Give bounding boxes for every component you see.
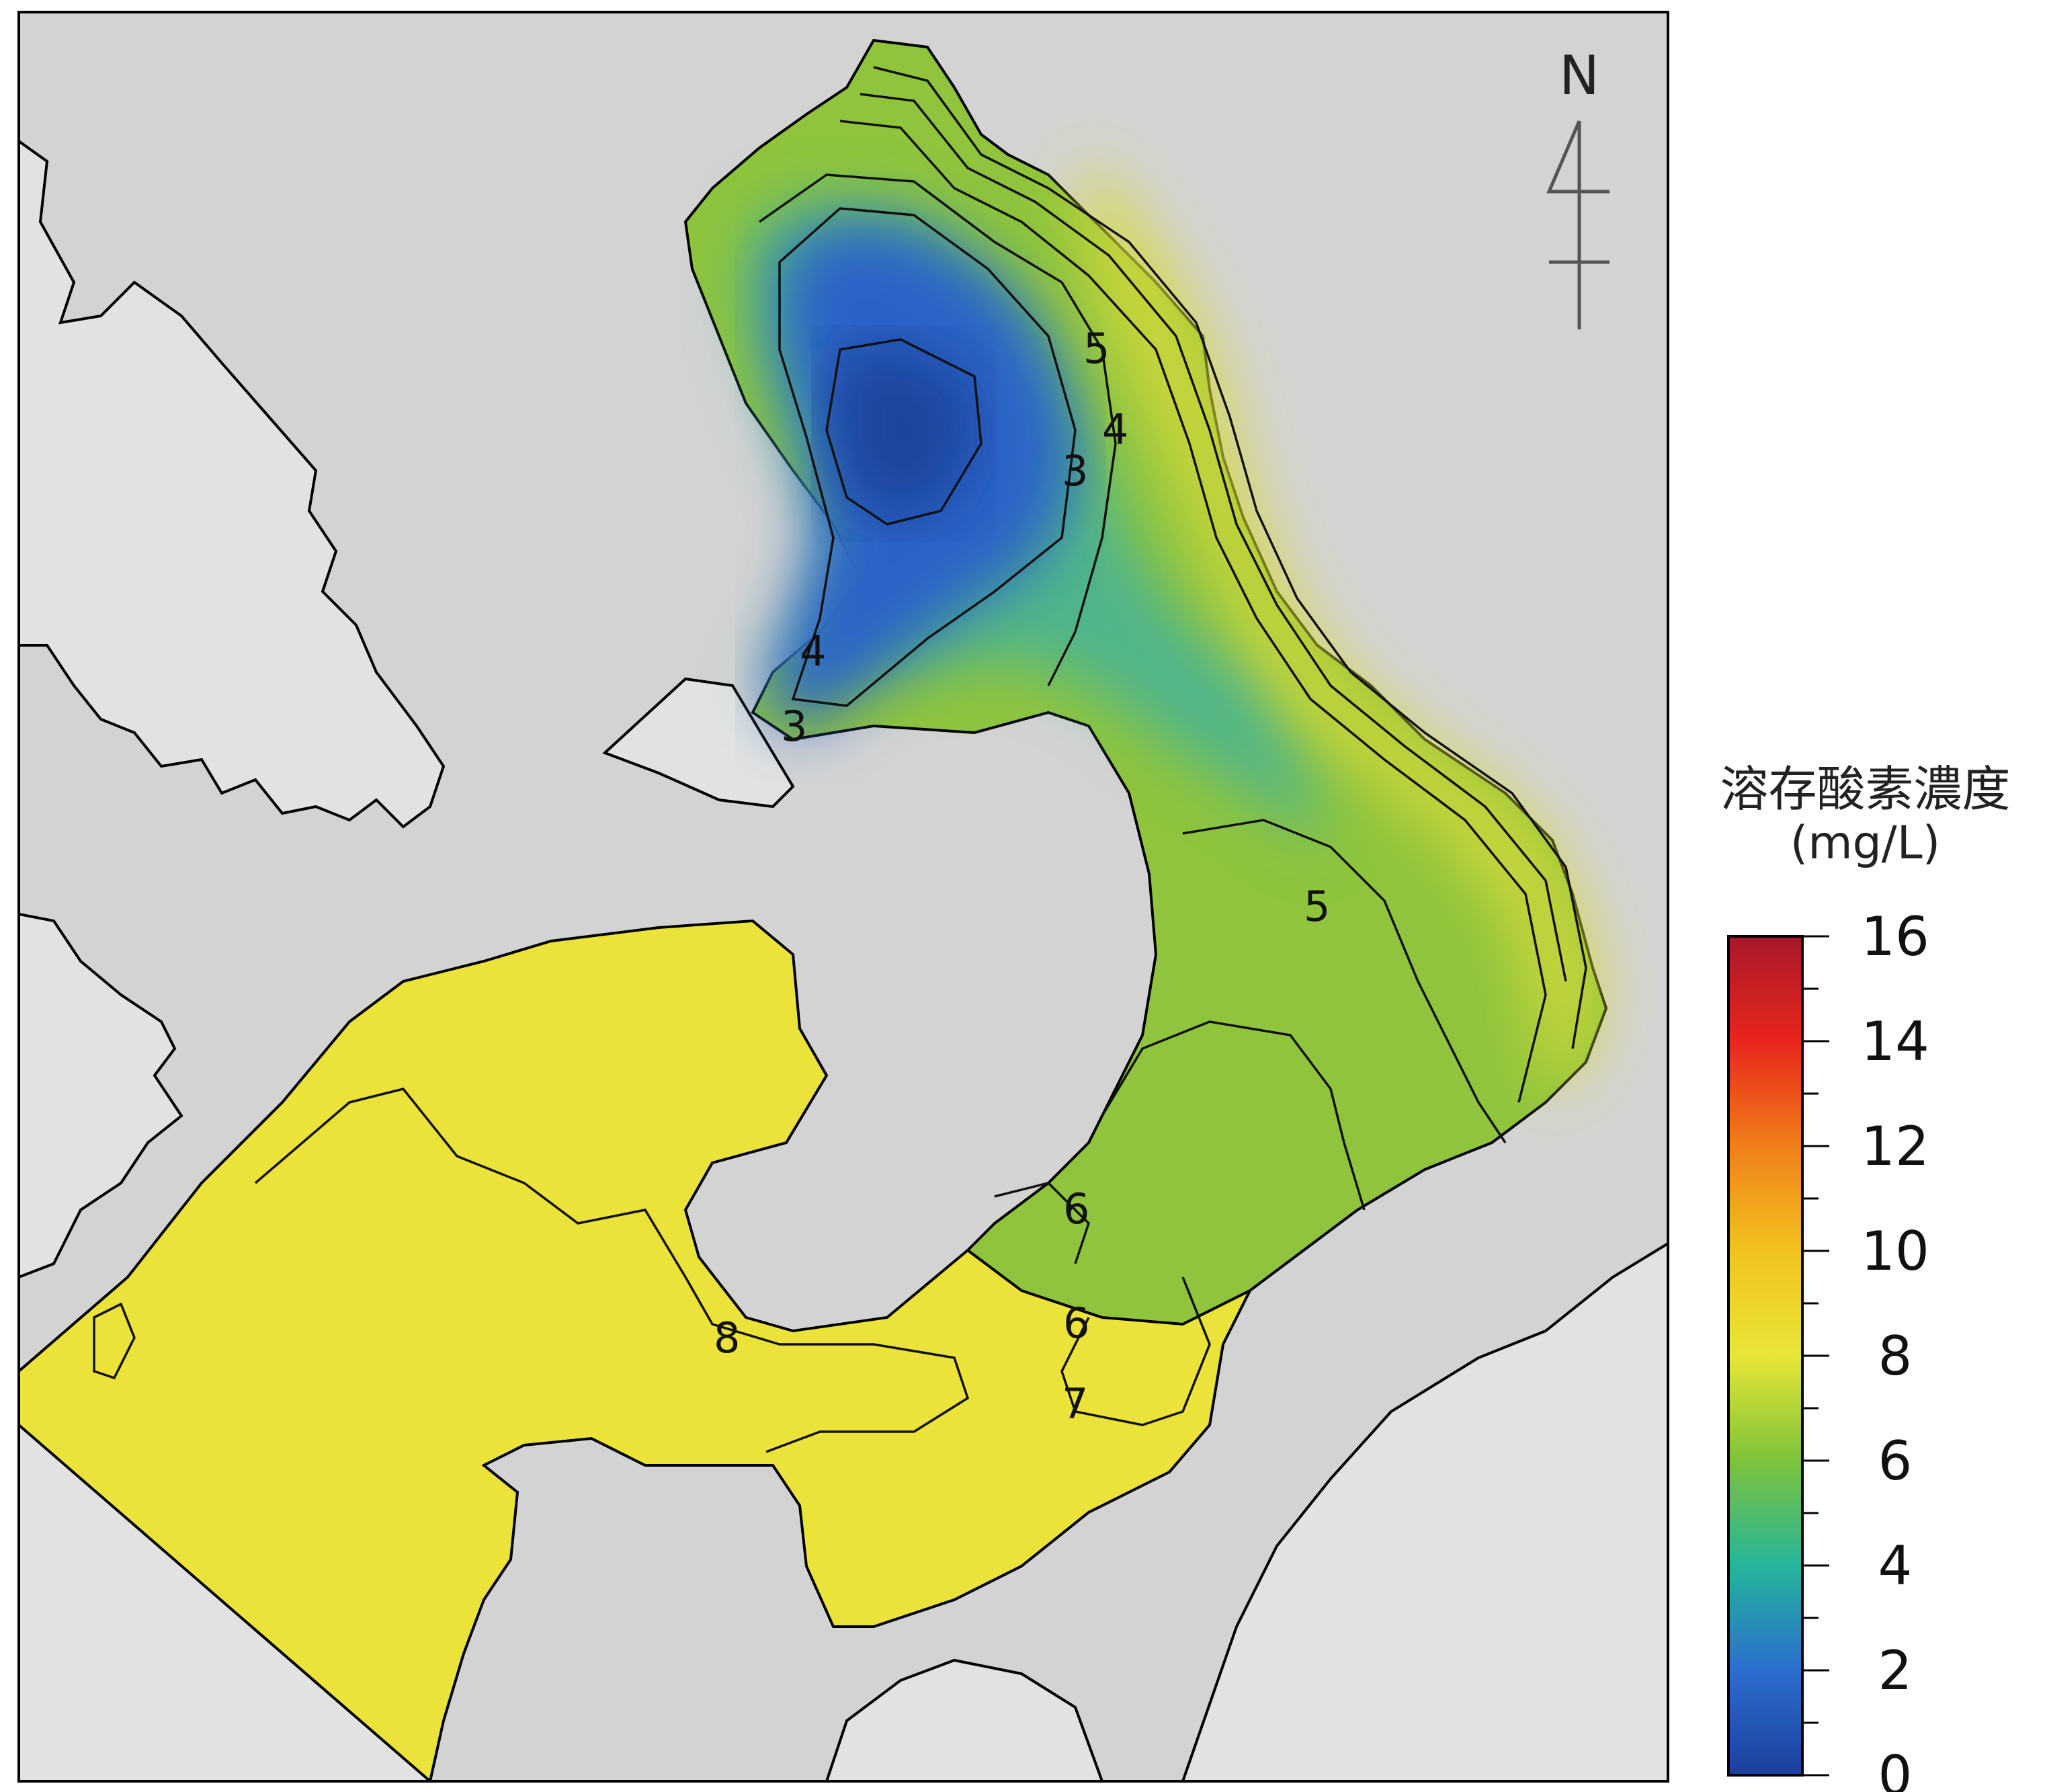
contour-5-north — [758, 173, 1117, 686]
contour-label: 6 — [1063, 1184, 1089, 1233]
legend-tick-label: 8 — [1878, 1325, 1913, 1387]
contour-label: 3 — [781, 702, 807, 751]
land-southeast — [1181, 1241, 1668, 1781]
contour-4-north — [778, 207, 1077, 707]
contour-7 — [1060, 1276, 1211, 1426]
legend-tick-label: 6 — [1878, 1430, 1913, 1492]
contour-label: 5 — [1083, 324, 1110, 373]
contour-lines — [93, 66, 1587, 1453]
land-peninsula — [602, 677, 795, 809]
contour-label: 4 — [800, 626, 826, 676]
legend-tick-label: 14 — [1861, 1010, 1929, 1073]
land-west-lower — [19, 912, 183, 1279]
contour-rim-1 — [873, 66, 1587, 1049]
contour-label: 3 — [1062, 446, 1088, 495]
east-rim — [1075, 161, 1599, 1102]
contour-rim-3 — [839, 120, 1547, 1103]
land-west — [19, 139, 446, 829]
contour-3-north — [825, 338, 983, 526]
contour-label: 6 — [1063, 1299, 1089, 1348]
legend-unit: (mg/L) — [1790, 817, 1941, 870]
contour-5-south — [1182, 819, 1507, 1143]
lowest-oxygen-core — [827, 343, 981, 524]
legend-tick-label: 4 — [1878, 1535, 1913, 1597]
north-arrow-head — [1546, 120, 1610, 194]
contour-6-east — [1101, 1020, 1366, 1211]
legend: 0 2 4 6 8 10 12 14 16 — [1727, 905, 1929, 1792]
contour-8-small — [93, 1302, 136, 1380]
north-arrow-label: N — [1559, 44, 1599, 107]
legend-tick-label: 10 — [1861, 1220, 1929, 1282]
legend-ticks: 0 2 4 6 8 10 12 14 16 — [1802, 905, 1929, 1792]
contour-8 — [254, 1088, 970, 1453]
contour-label: 5 — [1304, 882, 1330, 931]
contour-label-group: 5 4 3 4 3 5 6 8 6 7 — [714, 324, 1330, 1428]
contour-rim-2 — [860, 93, 1567, 982]
legend-title: 溶存酸素濃度 — [1720, 761, 2011, 817]
contour-label: 8 — [714, 1313, 740, 1362]
legend-colorbar — [1727, 935, 1804, 1777]
map-frame — [17, 11, 1669, 1783]
contour-label: 4 — [1102, 405, 1128, 454]
contour-6-south — [994, 1182, 1091, 1264]
legend-tick-label: 0 — [1878, 1744, 1913, 1792]
legend-tick-label: 16 — [1861, 905, 1929, 968]
land-south-center — [825, 1658, 1104, 1781]
legend-tick-label: 2 — [1878, 1639, 1913, 1702]
contour-label: 7 — [1062, 1379, 1088, 1428]
north-arrow: N — [1546, 44, 1610, 329]
legend-tick-label: 12 — [1861, 1115, 1929, 1178]
